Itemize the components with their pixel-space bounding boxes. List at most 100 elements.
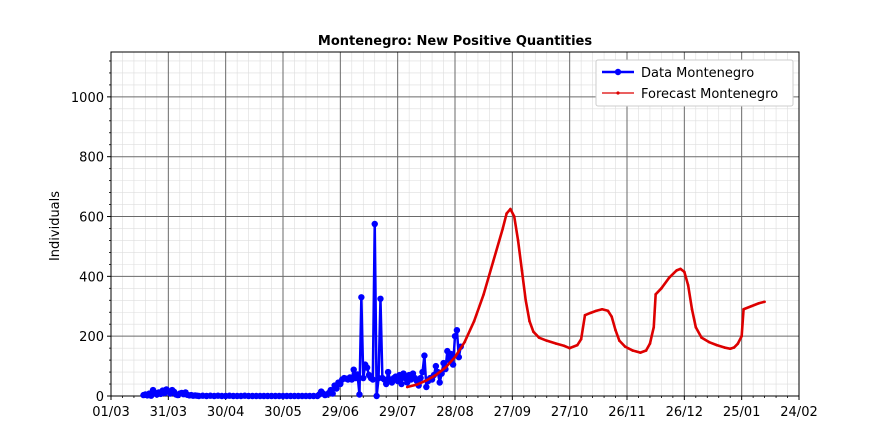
legend-data-label: Data Montenegro bbox=[641, 66, 754, 81]
forecast-point bbox=[648, 342, 652, 345]
data-point bbox=[436, 379, 443, 386]
forecast-point bbox=[600, 307, 604, 311]
forecast-point bbox=[763, 300, 766, 304]
data-point bbox=[373, 392, 380, 400]
forecast-point bbox=[707, 340, 711, 344]
forecast-point bbox=[728, 347, 732, 351]
x-tick-label: 27/10 bbox=[551, 405, 588, 420]
forecast-point bbox=[723, 346, 726, 349]
data-point bbox=[329, 390, 336, 397]
x-tick-label: 31/03 bbox=[150, 405, 187, 420]
forecast-point bbox=[757, 301, 761, 305]
data-point bbox=[333, 385, 340, 392]
data-point bbox=[358, 294, 365, 301]
forecast-point bbox=[576, 343, 579, 347]
forecast-point bbox=[501, 227, 505, 230]
x-tick-label: 30/05 bbox=[264, 405, 301, 420]
data-point bbox=[354, 371, 361, 378]
y-tick-label: 600 bbox=[79, 211, 104, 226]
forecast-point bbox=[463, 340, 466, 344]
x-tick-label: 01/03 bbox=[92, 405, 129, 420]
data-point bbox=[363, 364, 371, 371]
data-point bbox=[432, 362, 440, 370]
legend: Data Montenegro Forecast Montenegro bbox=[595, 59, 794, 107]
forecast-point bbox=[690, 307, 694, 311]
data-point bbox=[350, 366, 357, 373]
forecast-point bbox=[614, 328, 617, 332]
data-point bbox=[451, 332, 459, 340]
forecast-point bbox=[589, 311, 592, 315]
data-point bbox=[369, 376, 377, 383]
forecast-point bbox=[509, 207, 512, 211]
legend-data-marker bbox=[614, 68, 622, 76]
y-tick-label: 800 bbox=[79, 151, 104, 166]
forecast-point bbox=[740, 334, 743, 338]
data-point bbox=[447, 350, 455, 358]
x-tick-label: 26/11 bbox=[608, 405, 645, 420]
forecast-point bbox=[444, 366, 447, 369]
forecast-point bbox=[686, 284, 690, 287]
forecast-point bbox=[736, 342, 740, 345]
forecast-point bbox=[512, 215, 516, 218]
forecast-point bbox=[644, 349, 648, 352]
x-tick-label: 24/02 bbox=[780, 405, 817, 420]
y-tick-label: 400 bbox=[79, 270, 104, 285]
legend-forecast-label: Forecast Montenegro bbox=[641, 87, 778, 102]
x-tick-label: 29/07 bbox=[379, 405, 416, 420]
forecast-point bbox=[524, 298, 528, 302]
forecast-point bbox=[749, 304, 753, 308]
forecast-point bbox=[491, 260, 495, 263]
forecast-point bbox=[675, 269, 678, 272]
forecast-point bbox=[631, 349, 635, 352]
forecast-point bbox=[654, 292, 657, 296]
y-tick-label: 200 bbox=[79, 330, 104, 345]
forecast-point bbox=[516, 239, 520, 242]
forecast-point bbox=[623, 345, 627, 348]
forecast-point bbox=[715, 343, 719, 347]
forecast-point bbox=[683, 270, 686, 274]
forecast-point bbox=[660, 287, 663, 290]
x-tick-label: 29/06 bbox=[322, 405, 359, 420]
forecast-point bbox=[583, 313, 587, 317]
forecast-point bbox=[505, 212, 508, 215]
forecast-point bbox=[528, 319, 531, 323]
forecast-point bbox=[415, 383, 419, 386]
y-axis-tick-labels: 0 200 400 600 800 1000 bbox=[71, 91, 104, 405]
y-axis-label: Individuals bbox=[48, 191, 63, 261]
forecast-point bbox=[434, 373, 438, 377]
forecast-point bbox=[610, 315, 614, 319]
forecast-point bbox=[694, 325, 698, 329]
forecast-point bbox=[679, 267, 682, 271]
data-point bbox=[377, 295, 384, 302]
forecast-point bbox=[595, 309, 598, 313]
forecast-point bbox=[554, 342, 558, 345]
forecast-point bbox=[520, 269, 524, 272]
forecast-point bbox=[618, 339, 621, 342]
data-point bbox=[423, 383, 430, 391]
forecast-point bbox=[425, 379, 428, 382]
data-point bbox=[449, 361, 457, 368]
forecast-point bbox=[453, 355, 457, 359]
forecast-point bbox=[700, 336, 703, 339]
x-tick-label: 25/01 bbox=[723, 405, 760, 420]
series-layer bbox=[140, 207, 766, 400]
legend-forecast-marker bbox=[616, 91, 620, 95]
forecast-point bbox=[667, 276, 671, 280]
forecast-point bbox=[639, 351, 642, 354]
data-point bbox=[421, 352, 428, 359]
x-tick-label: 27/09 bbox=[494, 405, 531, 420]
data-point bbox=[371, 220, 378, 228]
x-tick-label: 30/04 bbox=[207, 405, 244, 420]
data-point bbox=[360, 374, 367, 382]
x-tick-label: 28/08 bbox=[436, 405, 473, 420]
forecast-point bbox=[606, 309, 610, 313]
forecast-point bbox=[472, 319, 476, 323]
forecast-point bbox=[562, 344, 566, 348]
forecast-point bbox=[579, 337, 583, 341]
data-point bbox=[398, 380, 405, 388]
forecast-point bbox=[652, 325, 656, 329]
forecast-point bbox=[482, 292, 485, 296]
forecast-point bbox=[405, 385, 409, 389]
y-tick-label: 0 bbox=[96, 390, 104, 405]
data-point bbox=[440, 359, 447, 367]
